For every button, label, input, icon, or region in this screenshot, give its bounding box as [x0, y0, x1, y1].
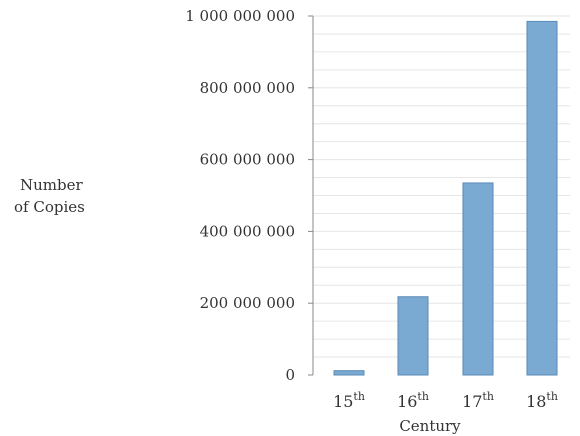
y-tick-label: 600 000 000 — [200, 151, 295, 169]
y-ticks: 0 200 000 000 400 000 000 600 000 000 800 00… — [185, 7, 313, 384]
x-tick-labels: 15th 16th 17th 18th — [333, 390, 558, 411]
x-axis-label: Century — [399, 417, 461, 435]
x-tick-label: 17th — [462, 390, 494, 411]
bar-15th — [333, 370, 365, 376]
y-axis-label-line-1: Number — [20, 176, 83, 194]
x-tick-label: 15th — [333, 390, 365, 411]
x-tick-label: 16th — [397, 390, 429, 411]
bars — [333, 20, 558, 376]
y-tick-label: 200 000 000 — [200, 294, 295, 312]
y-tick-label: 0 — [285, 366, 295, 384]
bar-16th — [397, 296, 429, 376]
bar-17th — [462, 182, 494, 376]
y-tick-label: 400 000 000 — [200, 222, 295, 240]
y-axis-label-line-2: of Copies — [14, 198, 85, 216]
bar-18th — [526, 20, 558, 376]
x-tick-label: 18th — [526, 390, 558, 411]
y-tick-label: 800 000 000 — [200, 79, 295, 97]
y-tick-label: 1 000 000 000 — [185, 7, 295, 25]
